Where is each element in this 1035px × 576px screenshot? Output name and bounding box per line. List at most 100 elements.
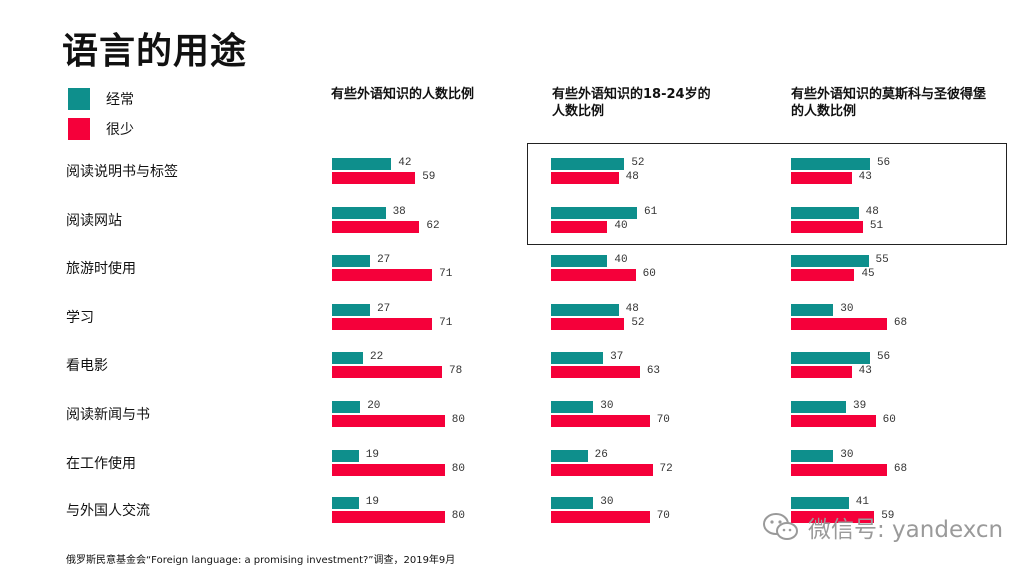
bar-value-label: 56 [876,351,891,363]
bar-rarely [332,415,445,427]
bar-rarely [791,221,863,233]
bar-often [551,401,594,413]
bar-value-label: 63 [646,365,661,377]
bar-rarely [332,172,416,184]
bar-value-label: 71 [439,268,453,280]
wechat-icon [763,513,798,540]
bar-rarely [791,464,887,476]
bar-often [551,352,604,364]
category-label: 阅读网站 [66,213,122,229]
bar-value-label: 59 [881,510,895,522]
bar-value-label: 61 [644,206,658,218]
bar-rarely [551,221,608,233]
bar-rarely [332,318,433,330]
category-label: 看电影 [66,358,108,374]
bar-rarely [791,415,876,427]
column-header-18-24-age: 18-24岁 [643,87,698,102]
bar-rarely [332,511,445,523]
bar-often [332,304,371,316]
bar-often [551,304,619,316]
legend-item-often: 经常 [68,88,134,110]
category-label: 在工作使用 [66,456,136,472]
bar-rarely [551,415,650,427]
bar-often [791,304,834,316]
bar-rarely [332,221,420,233]
bar-value-label: 30 [600,496,614,508]
bar-value-label: 48 [625,303,639,315]
bar-rarely [791,172,852,184]
bar-value-label: 30 [840,303,854,315]
column-header-18-24-part4: 人数比例 [552,104,605,119]
category-label: 学习 [66,310,94,326]
bar-value-label: 56 [876,157,891,169]
highlight-box [527,143,1007,245]
bar-rarely [551,464,653,476]
bar-value-label: 55 [875,254,889,266]
bar-value-label: 19 [365,449,379,461]
page-title: 语言的用途 [62,31,248,72]
bar-value-label: 20 [367,400,381,412]
bar-value-label: 38 [392,206,406,218]
bar-value-label: 80 [451,463,465,475]
bar-value-label: 62 [426,220,440,232]
bar-value-label: 72 [659,463,673,475]
legend-item-rarely: 很少 [68,118,134,140]
bar-rarely [551,172,619,184]
bar-rarely [551,269,636,281]
bar-value-label: 68 [893,317,908,329]
bar-value-label: 40 [614,254,628,266]
category-label: 与外国人交流 [66,503,150,519]
bar-rarely [791,366,852,378]
category-label: 旅游时使用 [66,261,136,277]
column-header-cities-part3: 的人数比例 [791,104,857,119]
bar-rarely [551,366,640,378]
watermark-text: 微信号: yandexcn [808,517,1004,543]
column-header-18-24: 有些外语知识的18-24岁的 人数比例 [552,86,752,120]
bar-often [791,158,870,170]
legend-label-rarely: 很少 [106,122,134,138]
bar-value-label: 27 [377,303,391,315]
column-header-cities-name: 莫斯科与圣彼得堡 [882,87,987,102]
bar-value-label: 43 [858,171,872,183]
column-header-all: 有些外语知识的人数比例 [331,86,521,103]
bar-value-label: 30 [600,400,614,412]
bar-rarely [791,318,887,330]
bar-often [551,255,608,267]
bar-often [332,497,359,509]
bar-rarely [551,318,625,330]
category-label: 阅读说明书与标签 [66,164,178,180]
legend-swatch-rarely [68,118,90,140]
bar-often [791,255,869,267]
bar-rarely [791,511,875,523]
bar-value-label: 30 [840,449,854,461]
bar-value-label: 37 [610,351,624,363]
legend-swatch-often [68,88,90,110]
bar-often [791,352,870,364]
bar-value-label: 60 [882,414,896,426]
category-label: 阅读新闻与书 [66,407,150,423]
bar-value-label: 80 [451,510,465,522]
bar-value-label: 52 [631,317,645,329]
bar-value-label: 52 [631,157,645,169]
bar-often [551,497,594,509]
column-header-all-text: 有些外语知识的人数比例 [331,87,475,102]
bar-often [332,255,371,267]
bar-value-label: 19 [365,496,379,508]
bar-often [791,401,846,413]
watermark: 微信号: yandexcn [762,510,1003,544]
bar-value-label: 40 [614,220,628,232]
bar-value-label: 26 [594,449,608,461]
bar-rarely [332,366,442,378]
bar-value-label: 42 [398,157,412,169]
bar-value-label: 70 [656,414,670,426]
bar-often [791,207,859,219]
bar-often [551,450,588,462]
bar-often [332,352,364,364]
bar-rarely [332,269,433,281]
bar-often [791,497,849,509]
bar-value-label: 48 [865,206,879,218]
column-header-cities-part1: 有些外语知识的 [791,87,883,102]
bar-value-label: 39 [852,400,867,412]
bar-rarely [551,511,650,523]
legend-label-often: 经常 [106,92,134,108]
